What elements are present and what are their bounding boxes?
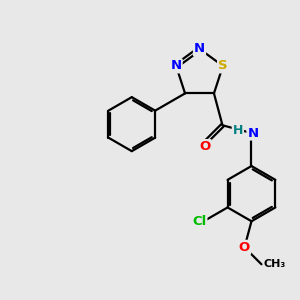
Text: N: N bbox=[170, 59, 182, 72]
Text: O: O bbox=[239, 241, 250, 254]
Text: N: N bbox=[194, 42, 205, 56]
Text: Cl: Cl bbox=[192, 215, 206, 228]
Text: S: S bbox=[218, 59, 228, 72]
Text: H: H bbox=[233, 124, 243, 137]
Text: CH₃: CH₃ bbox=[264, 259, 286, 269]
Text: N: N bbox=[248, 127, 259, 140]
Text: O: O bbox=[199, 140, 211, 153]
